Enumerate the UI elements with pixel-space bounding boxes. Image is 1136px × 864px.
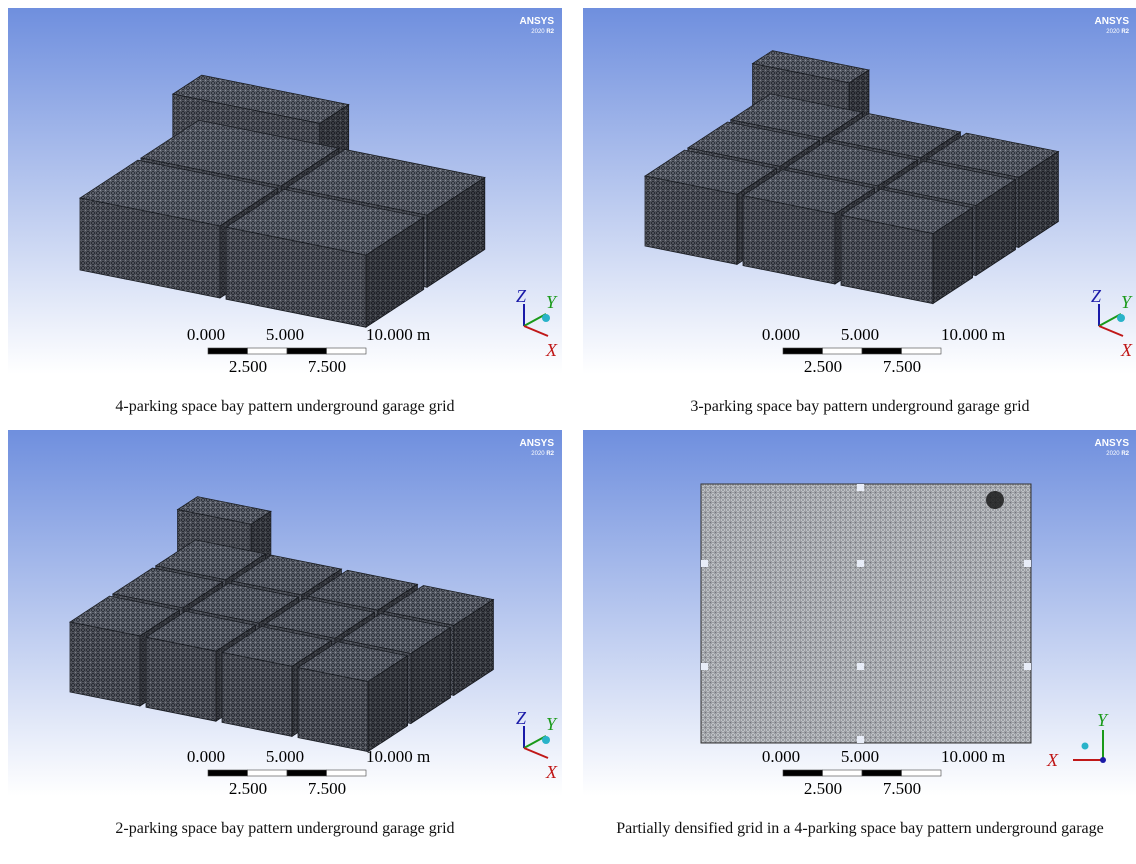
- scale-segment: [327, 348, 367, 354]
- figure: ANSYS 2020 R2 0.000 5.000 10.000 m 2.500 7.500…: [0, 0, 1136, 864]
- logo-version: 2020 R2: [531, 29, 554, 35]
- scale-label: 2.500: [229, 779, 267, 796]
- mesh-front-shade: [70, 622, 140, 706]
- viewport: ANSYS 2020 R2 0.000 5.000 10.000 m 2.500 7.500…: [8, 430, 562, 796]
- release: R2: [1121, 29, 1129, 35]
- caption: 2-parking space bay pattern underground …: [8, 818, 562, 839]
- notch: [857, 484, 864, 491]
- mesh-front-shade: [298, 668, 368, 752]
- scale-label: 2.500: [229, 357, 267, 374]
- scale-segment: [287, 770, 327, 776]
- mesh-plan: [701, 484, 1031, 743]
- notch: [857, 736, 864, 743]
- axis-label: Z: [516, 286, 527, 306]
- axis-label: X: [1120, 340, 1133, 360]
- caption: Partially densified grid in a 4-parking …: [610, 818, 1110, 839]
- scale-label: 10.000 m: [366, 747, 430, 766]
- dense-spot: [986, 491, 1004, 509]
- edition: 2020: [1106, 451, 1120, 457]
- caption: 4-parking space bay pattern underground …: [8, 396, 562, 417]
- scale-segment: [823, 348, 863, 354]
- scale-label: 0.000: [762, 747, 800, 766]
- logo: ANSYS: [1095, 16, 1130, 27]
- triad-ball: [542, 314, 550, 322]
- scale-segment: [327, 770, 367, 776]
- scale-label: 7.500: [883, 779, 921, 796]
- scale-label: 0.000: [187, 747, 225, 766]
- logo-version: 2020 R2: [1106, 29, 1129, 35]
- edition: 2020: [1106, 29, 1120, 35]
- release: R2: [546, 451, 554, 457]
- caption: 3-parking space bay pattern underground …: [583, 396, 1136, 417]
- release: R2: [1121, 451, 1129, 457]
- scale-segment: [902, 770, 942, 776]
- release: R2: [546, 29, 554, 35]
- viewport: ANSYS 2020 R2 0.000 5.000 10.000 m 2.500 7.500…: [583, 8, 1136, 374]
- logo-version: 2020 R2: [1106, 451, 1129, 457]
- scale-label: 2.500: [804, 779, 842, 796]
- axis-label: Z: [1091, 286, 1102, 306]
- logo: ANSYS: [520, 438, 555, 449]
- notch: [1024, 560, 1031, 567]
- scale-segment: [862, 770, 902, 776]
- scale-label: 7.500: [883, 357, 921, 374]
- scale-label: 10.000 m: [941, 325, 1005, 344]
- edition: 2020: [531, 29, 545, 35]
- axis-label: X: [545, 340, 558, 360]
- triad-origin: [1100, 757, 1106, 763]
- scale-label: 5.000: [841, 325, 879, 344]
- scale-label: 2.500: [804, 357, 842, 374]
- scale-label: 7.500: [308, 779, 346, 796]
- notch: [701, 560, 708, 567]
- notch: [1024, 663, 1031, 670]
- axis-label: X: [1046, 750, 1059, 770]
- viewport: ANSYS 2020 R2 0.000 5.000 10.000 m 2.500 7.500…: [8, 8, 562, 374]
- scale-label: 5.000: [266, 325, 304, 344]
- notch: [857, 663, 864, 670]
- mesh-front-shade: [146, 637, 216, 721]
- mesh-front-shade: [222, 652, 292, 736]
- scale-label: 5.000: [841, 747, 879, 766]
- notch: [701, 663, 708, 670]
- triad-ball: [1082, 743, 1089, 750]
- scale-segment: [783, 770, 823, 776]
- triad-ball: [542, 736, 550, 744]
- scale-label: 0.000: [187, 325, 225, 344]
- scale-segment: [823, 770, 863, 776]
- scale-segment: [287, 348, 327, 354]
- scale-segment: [862, 348, 902, 354]
- scale-label: 10.000 m: [941, 747, 1005, 766]
- scale-label: 5.000: [266, 747, 304, 766]
- scale-segment: [248, 348, 288, 354]
- notch: [857, 560, 864, 567]
- scale-label: 0.000: [762, 325, 800, 344]
- scale-segment: [783, 348, 823, 354]
- scale-segment: [902, 348, 942, 354]
- logo: ANSYS: [1095, 438, 1130, 449]
- triad-ball: [1117, 314, 1125, 322]
- scale-segment: [248, 770, 288, 776]
- axis-label: Z: [516, 708, 527, 728]
- logo-version: 2020 R2: [531, 451, 554, 457]
- scale-label: 10.000 m: [366, 325, 430, 344]
- scale-segment: [208, 770, 248, 776]
- edition: 2020: [531, 451, 545, 457]
- scale-segment: [208, 348, 248, 354]
- viewport: ANSYS 2020 R2 0.000 5.000 10.000 m 2.500 7.500…: [583, 430, 1136, 796]
- scale-label: 7.500: [308, 357, 346, 374]
- logo: ANSYS: [520, 16, 555, 27]
- axis-label: X: [545, 762, 558, 782]
